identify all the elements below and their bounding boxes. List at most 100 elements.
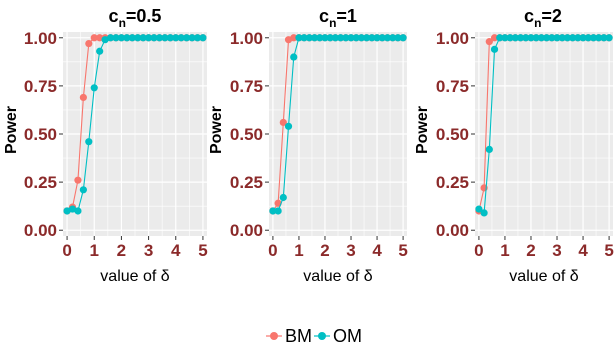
data-point-om [342,34,350,42]
data-point-om [501,34,509,42]
x-tick-label: 4 [372,241,382,260]
data-point-om [383,34,392,42]
data-point-bm [279,118,287,127]
x-axis-label: value of δ [100,268,169,285]
y-axis-label: Power [414,106,431,154]
y-tick-label: 1.00 [24,29,57,48]
y-tick-label: 0.00 [230,221,263,240]
y-tick-label: 0.50 [24,125,57,144]
x-axis-label: value of δ [509,268,578,285]
panel-title-base: c [109,6,119,26]
data-point-om [337,34,345,42]
panel-1: cn=0.5 0.00 0.25 0.50 0.75 1.00 0 1 2 3 4 5 Power val… [3,6,208,285]
data-point-bm [485,38,493,46]
data-point-om [310,34,319,42]
data-point-om [352,34,360,42]
data-point-om [548,34,556,42]
data-point-bm [90,34,98,42]
data-point-om [172,34,180,42]
x-tick-label: 0 [62,241,71,260]
y-tick-label: 0.00 [436,221,469,240]
data-point-om [112,34,120,42]
y-tick-label: 0.25 [230,173,263,192]
data-point-bm [290,34,298,42]
data-point-bm [490,34,499,42]
data-point-om [389,34,397,42]
data-point-om [166,34,174,42]
data-point-om [394,34,402,42]
panel-title: cn=2 [524,6,562,30]
y-tick-label: 0.50 [436,125,469,144]
data-point-om [558,34,566,42]
data-point-om [569,34,577,42]
data-point-bm [79,93,87,102]
panel-title-subscript: n [534,16,541,30]
data-point-bm [85,39,93,48]
data-point-om [331,34,339,42]
panel-2: cn=1 0.00 0.25 0.50 0.75 1.00 0 1 2 3 4 5 Power value… [208,6,408,285]
data-point-om [480,209,488,217]
data-point-om [574,34,582,42]
legend-key-point-om [318,332,326,340]
panel-title: cn=0.5 [109,6,162,30]
y-tick-label: 0.75 [230,77,263,96]
data-point-om [357,34,366,42]
data-point-om [274,207,282,215]
x-tick-label: 3 [144,241,153,260]
data-point-om [584,34,592,42]
data-point-om [511,34,519,42]
y-axis-label: Power [208,106,225,154]
data-point-om [96,47,104,55]
panel-title-tail: =1 [336,6,357,26]
x-tick-label: 4 [171,241,181,260]
data-point-om [485,145,493,153]
x-tick-label: 0 [474,241,483,260]
data-point-om [117,34,126,42]
x-tick-label: 2 [320,241,329,260]
data-point-om [279,193,287,202]
data-point-om [605,34,613,42]
data-point-om [161,34,169,42]
data-point-om [183,34,191,42]
data-point-om [600,34,608,42]
data-point-om [579,34,587,42]
data-point-om [150,34,158,42]
data-point-om [269,207,277,215]
data-point-om [522,34,530,42]
data-point-om [106,34,115,42]
data-point-om [139,34,147,42]
data-point-om [177,34,185,42]
data-point-om [475,205,483,213]
data-point-om [290,53,298,61]
data-point-om [563,34,572,42]
data-point-om [373,34,381,42]
data-point-om [378,34,386,42]
data-point-om [79,186,87,194]
y-tick-label: 0.75 [24,77,57,96]
y-tick-label: 0.25 [436,173,469,192]
x-tick-label: 5 [198,241,207,260]
data-point-om [74,207,82,215]
x-tick-label: 3 [346,241,355,260]
panel-title-tail: =0.5 [126,6,162,26]
data-point-om [490,45,499,53]
data-point-om [326,34,334,42]
data-point-om [496,34,504,42]
y-axis-label: Power [3,106,20,154]
x-tick-label: 4 [578,241,588,260]
data-point-om [595,34,603,42]
legend-label-om: OM [333,326,362,346]
data-point-om [128,34,136,42]
y-tick-label: 0.25 [24,173,57,192]
data-point-om [316,34,324,42]
x-tick-label: 5 [398,241,407,260]
legend-key-point-bm [270,332,278,340]
y-tick-label: 1.00 [436,29,469,48]
data-point-om [527,34,535,42]
x-tick-label: 5 [604,241,613,260]
x-tick-label: 0 [268,241,277,260]
data-point-om [553,34,561,42]
x-tick-label: 1 [500,241,509,260]
data-point-om [193,34,202,42]
